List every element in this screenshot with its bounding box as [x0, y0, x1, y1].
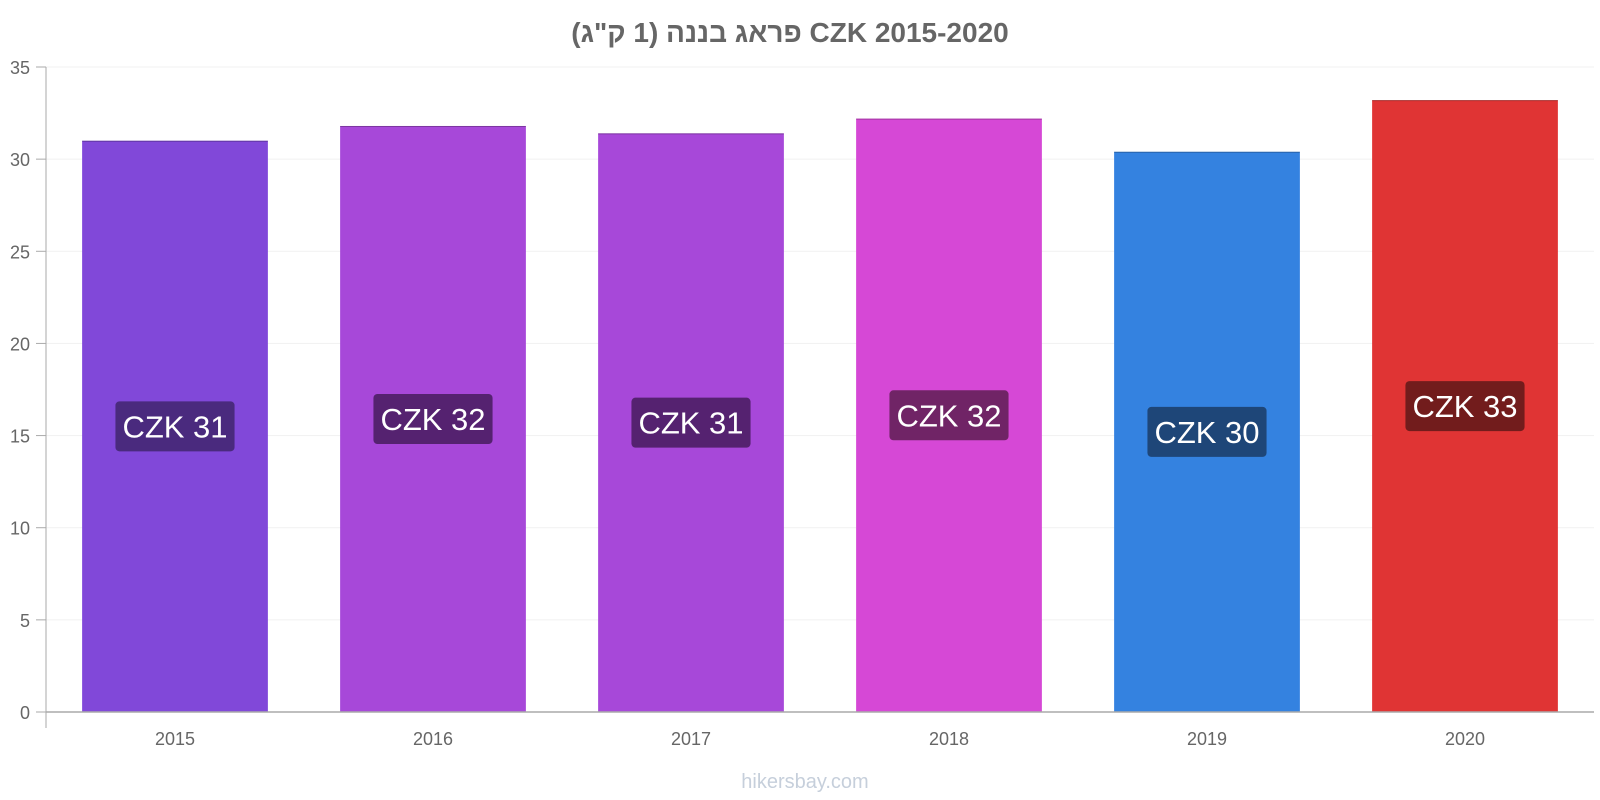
x-tick-label: 2018 — [929, 729, 969, 749]
data-label: CZK 31 — [122, 409, 227, 444]
data-labels: CZK 31 CZK 32 CZK 31 CZK 32 CZK 30 CZK 33 — [115, 381, 1525, 457]
gridlines — [46, 66, 1594, 621]
y-tick-label: 30 — [10, 150, 30, 170]
y-tick-label: 5 — [20, 611, 30, 631]
x-tick-label: 2015 — [155, 729, 195, 749]
y-tick-label: 20 — [10, 334, 30, 354]
x-tick-label: 2017 — [671, 729, 711, 749]
x-tick-label: 2019 — [1187, 729, 1227, 749]
data-label: CZK 31 — [638, 406, 743, 441]
x-axis: 2015 2016 2017 2018 2019 2020 — [46, 711, 1594, 749]
data-label-background — [373, 393, 493, 444]
data-label-background — [1147, 406, 1267, 457]
data-label-background — [1405, 381, 1525, 432]
chart-title: פראג בננה (1 ק"ג) CZK 2015-2020 — [571, 17, 1008, 48]
data-label: CZK 33 — [1412, 389, 1517, 424]
y-tick-label: 35 — [10, 58, 30, 78]
watermark: hikersbay.com — [741, 771, 868, 793]
x-tick-label: 2020 — [1445, 729, 1485, 749]
data-label: CZK 32 — [896, 398, 1001, 433]
data-label: CZK 32 — [380, 402, 485, 437]
data-label-background — [889, 390, 1009, 441]
y-tick-label: 15 — [10, 427, 30, 447]
data-label: CZK 30 — [1154, 415, 1259, 450]
y-tick-label: 0 — [20, 703, 30, 723]
data-label-background — [631, 397, 751, 448]
data-label-background — [115, 401, 235, 452]
y-tick-label: 25 — [10, 242, 30, 262]
y-axis: 0 5 10 15 20 25 30 35 — [10, 58, 47, 728]
x-tick-label: 2016 — [413, 729, 453, 749]
y-tick-label: 10 — [10, 519, 30, 539]
